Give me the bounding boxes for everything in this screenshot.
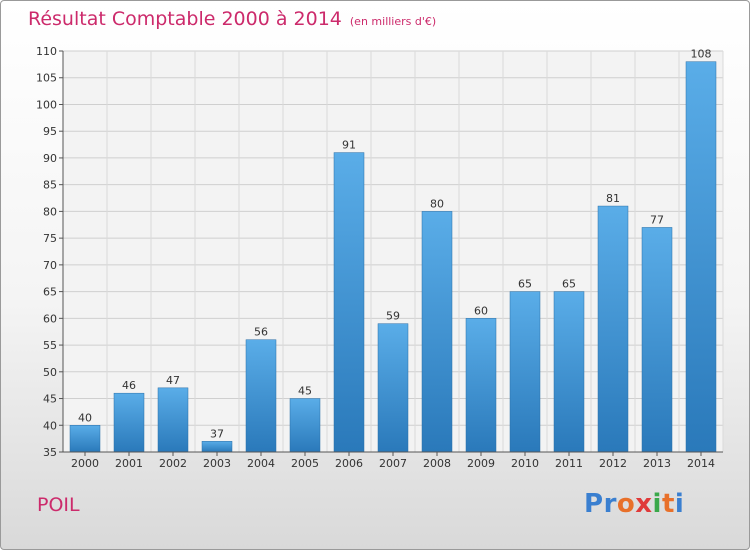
y-tick-label: 75 <box>43 232 57 245</box>
y-tick-label: 55 <box>43 339 57 352</box>
y-tick-label: 65 <box>43 286 57 299</box>
bar-2001 <box>113 392 145 453</box>
data-label: 80 <box>430 197 444 210</box>
bar-2008 <box>421 211 453 453</box>
data-label: 56 <box>254 326 268 339</box>
commune-name: POIL <box>37 494 80 516</box>
bar-2009 <box>465 318 497 453</box>
bar-2000 <box>69 425 101 453</box>
x-tick-label: 2001 <box>115 457 143 470</box>
y-tick-label: 100 <box>36 98 57 111</box>
data-label: 37 <box>210 427 224 440</box>
bar-2003 <box>201 441 233 453</box>
x-tick-label: 2008 <box>423 457 451 470</box>
data-label: 91 <box>342 139 356 152</box>
y-tick-label: 60 <box>43 312 57 325</box>
y-tick-label: 40 <box>43 419 57 432</box>
y-tick-label: 85 <box>43 179 57 192</box>
bar-2012 <box>597 205 629 453</box>
data-label: 65 <box>518 278 532 291</box>
y-tick-label: 80 <box>43 205 57 218</box>
x-tick-label: 2007 <box>379 457 407 470</box>
axes: 35 40 45 50 55 60 65 70 75 80 85 90 95 100 105 110 2000 2… <box>36 45 723 470</box>
x-tick-label: 2010 <box>511 457 539 470</box>
y-tick-label: 95 <box>43 125 57 138</box>
bar-2005 <box>289 398 321 453</box>
y-tick-label: 90 <box>43 152 57 165</box>
x-tick-label: 2002 <box>159 457 187 470</box>
x-tick-label: 2005 <box>291 457 319 470</box>
bar-2002 <box>157 387 189 453</box>
y-tick-label: 50 <box>43 366 57 379</box>
bar-2013 <box>641 227 673 453</box>
logo-letter: o <box>616 489 636 519</box>
y-tick-label: 45 <box>43 393 57 406</box>
logo-letter: t <box>661 489 675 519</box>
data-label: 46 <box>122 379 136 392</box>
data-label: 60 <box>474 304 488 317</box>
x-tick-label: 2014 <box>687 457 715 470</box>
x-tick-label: 2004 <box>247 457 275 470</box>
y-tick-label: 35 <box>43 446 57 459</box>
y-tick-label: 110 <box>36 45 57 58</box>
bar-2011 <box>553 291 585 453</box>
x-tick-label: 2003 <box>203 457 231 470</box>
data-label: 40 <box>78 411 92 424</box>
x-tick-label: 2013 <box>643 457 671 470</box>
chart-title-unit: (en milliers d'€) <box>349 15 437 28</box>
x-tick-label: 2000 <box>71 457 99 470</box>
logo-letter: i <box>652 489 662 519</box>
data-label: 108 <box>691 48 712 61</box>
y-tick-label: 105 <box>36 72 57 85</box>
proxiti-logo: Proxiti <box>584 489 684 519</box>
logo-letter: x <box>635 489 653 519</box>
data-label: 45 <box>298 385 312 398</box>
bar-2007 <box>377 323 409 453</box>
logo-letter: r <box>603 489 617 519</box>
chart-title-main: Résultat Comptable 2000 à 2014 <box>28 8 342 30</box>
bars: 40 46 47 37 56 45 91 59 80 60 65 65 81 77 108 <box>69 48 717 453</box>
data-label: 65 <box>562 278 576 291</box>
x-tick-label: 2011 <box>555 457 583 470</box>
bar-2004 <box>245 339 277 453</box>
y-tick-label: 70 <box>43 259 57 272</box>
data-label: 81 <box>606 192 620 205</box>
data-label: 59 <box>386 310 400 323</box>
data-label: 47 <box>166 374 180 387</box>
chart-title: Résultat Comptable 2000 à 2014 (en millie… <box>28 8 436 30</box>
x-tick-label: 2012 <box>599 457 627 470</box>
data-label: 77 <box>650 213 664 226</box>
x-tick-label: 2006 <box>335 457 363 470</box>
bar-2006 <box>333 152 365 453</box>
logo-letter: i <box>674 489 685 519</box>
bar-2014 <box>685 61 717 453</box>
logo-letter: P <box>584 489 604 519</box>
x-tick-label: 2009 <box>467 457 495 470</box>
bar-2010 <box>509 291 541 453</box>
